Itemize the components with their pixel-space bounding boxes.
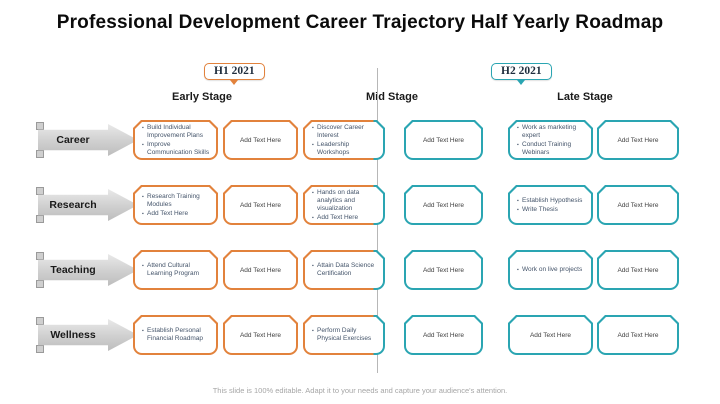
roadmap-box[interactable]: Build Individual Improvement Plans Impro… xyxy=(133,120,218,160)
row-arrow: Teaching xyxy=(36,252,138,288)
arrow-handle-square xyxy=(36,280,44,288)
placeholder-text: Add Text Here xyxy=(422,266,465,274)
arrow-handle-square xyxy=(36,122,44,130)
arrow-right-icon: Research xyxy=(38,189,138,221)
row-arrow: Career xyxy=(36,122,138,158)
placeholder-text: Add Text Here xyxy=(422,201,465,209)
page-title: Professional Development Career Trajecto… xyxy=(56,12,664,33)
stage-label-early: Early Stage xyxy=(172,91,232,103)
box-bullet-item: Attend Cultural Learning Program xyxy=(141,262,213,278)
roadmap-box-placeholder[interactable]: Add Text Here xyxy=(597,250,679,290)
row-career: Career Build Individual Improvement Plan… xyxy=(0,120,720,160)
roadmap-box-placeholder[interactable]: Add Text Here xyxy=(404,250,483,290)
placeholder-text: Add Text Here xyxy=(422,331,465,339)
placeholder-text: Add Text Here xyxy=(239,331,282,339)
roadmap-box[interactable]: Discover Career Interest Leadership Work… xyxy=(303,120,385,160)
roadmap-box[interactable]: Perform Daily Physical Exercises xyxy=(303,315,385,355)
arrow-handle-square xyxy=(36,150,44,158)
box-bullet-item: Perform Daily Physical Exercises xyxy=(311,327,380,343)
roadmap-box-placeholder[interactable]: Add Text Here xyxy=(223,250,298,290)
placeholder-text: Add Text Here xyxy=(239,136,282,144)
box-bullet-item: Leadership Workshops xyxy=(311,141,380,157)
box-bullet-item: Establish Personal Financial Roadmap xyxy=(141,327,213,343)
arrow-right-icon: Teaching xyxy=(38,254,138,286)
box-bullet-item: Work as marketing expert xyxy=(516,124,588,140)
roadmap-box-placeholder[interactable]: Add Text Here xyxy=(597,120,679,160)
roadmap-box[interactable]: Attain Data Science Certification xyxy=(303,250,385,290)
arrow-handle-square xyxy=(36,345,44,353)
arrow-right-icon: Wellness xyxy=(38,319,138,351)
box-bullet-item: Add Text Here xyxy=(141,210,213,218)
roadmap-box[interactable]: Work as marketing expert Conduct Trainin… xyxy=(508,120,593,160)
roadmap-box[interactable]: Research Training Modules Add Text Here xyxy=(133,185,218,225)
box-bullet-item: Research Training Modules xyxy=(141,193,213,209)
roadmap-box-placeholder[interactable]: Add Text Here xyxy=(404,120,483,160)
roadmap-box-placeholder[interactable]: Add Text Here xyxy=(223,185,298,225)
row-label: Teaching xyxy=(50,264,96,276)
placeholder-text: Add Text Here xyxy=(617,331,659,339)
roadmap-box[interactable]: Attend Cultural Learning Program xyxy=(133,250,218,290)
box-bullet-item: Establish Hypothesis xyxy=(516,197,588,205)
box-bullet-item: Attain Data Science Certification xyxy=(311,262,380,278)
box-bullet-item: Improve Communication Skills xyxy=(141,141,213,157)
row-research: Research Research Training Modules Add T… xyxy=(0,185,720,225)
placeholder-text: Add Text Here xyxy=(239,201,282,209)
milestone-tag-label: H1 2021 xyxy=(214,65,255,77)
stage-label-mid: Mid Stage xyxy=(366,91,418,103)
box-bullet-item: Write Thesis xyxy=(516,206,588,214)
roadmap-box[interactable]: Hands on data analytics and visualizatio… xyxy=(303,185,385,225)
arrow-handle-square xyxy=(36,252,44,260)
milestone-tag-h2-2021[interactable]: H2 2021 xyxy=(491,63,552,85)
roadmap-box[interactable]: Establish Personal Financial Roadmap xyxy=(133,315,218,355)
roadmap-box-placeholder[interactable]: Add Text Here xyxy=(404,315,483,355)
placeholder-text: Add Text Here xyxy=(239,266,282,274)
roadmap-box[interactable]: Work on live projects xyxy=(508,250,593,290)
row-wellness: Wellness Establish Personal Financial Ro… xyxy=(0,315,720,355)
box-bullet-item: Add Text Here xyxy=(311,214,380,222)
box-bullet-item: Conduct Training Webinars xyxy=(516,141,588,157)
roadmap-box-placeholder[interactable]: Add Text Here xyxy=(508,315,593,355)
row-label: Career xyxy=(56,134,90,146)
row-label: Research xyxy=(49,199,97,211)
roadmap-box[interactable]: Establish Hypothesis Write Thesis xyxy=(508,185,593,225)
placeholder-text: Add Text Here xyxy=(422,136,465,144)
row-arrow: Research xyxy=(36,187,138,223)
arrow-handle-square xyxy=(36,187,44,195)
row-arrow: Wellness xyxy=(36,317,138,353)
caret-down-icon xyxy=(517,80,526,85)
arrow-handle-square xyxy=(36,317,44,325)
caret-down-icon xyxy=(230,80,239,85)
placeholder-text: Add Text Here xyxy=(617,136,659,144)
arrow-right-icon: Career xyxy=(38,124,138,156)
stage-label-late: Late Stage xyxy=(557,91,613,103)
roadmap-box-placeholder[interactable]: Add Text Here xyxy=(223,120,298,160)
box-bullet-item: Build Individual Improvement Plans xyxy=(141,124,213,140)
box-bullet-item: Discover Career Interest xyxy=(311,124,380,140)
milestone-tag-label: H2 2021 xyxy=(501,65,542,77)
roadmap-box-placeholder[interactable]: Add Text Here xyxy=(404,185,483,225)
placeholder-text: Add Text Here xyxy=(529,331,572,339)
arrow-handle-square xyxy=(36,215,44,223)
roadmap-box-placeholder[interactable]: Add Text Here xyxy=(597,185,679,225)
box-bullet-item: Work on live projects xyxy=(516,266,588,274)
placeholder-text: Add Text Here xyxy=(617,201,659,209)
roadmap-box-placeholder[interactable]: Add Text Here xyxy=(597,315,679,355)
roadmap-box-placeholder[interactable]: Add Text Here xyxy=(223,315,298,355)
box-bullet-item: Hands on data analytics and visualizatio… xyxy=(311,189,380,213)
row-label: Wellness xyxy=(50,329,96,341)
row-teaching: Teaching Attend Cultural Learning Progra… xyxy=(0,250,720,290)
milestone-tag-h1-2021[interactable]: H1 2021 xyxy=(204,63,265,85)
placeholder-text: Add Text Here xyxy=(617,266,659,274)
footer-note: This slide is 100% editable. Adapt it to… xyxy=(212,386,508,395)
